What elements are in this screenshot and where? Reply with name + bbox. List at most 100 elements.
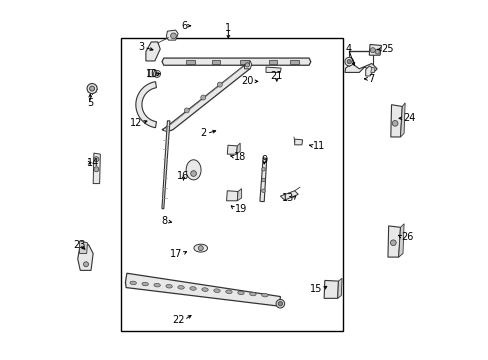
Polygon shape [236,143,240,154]
Polygon shape [280,191,298,200]
Polygon shape [162,58,310,65]
Text: 20: 20 [241,76,253,86]
Ellipse shape [261,293,267,297]
Circle shape [184,108,189,113]
Polygon shape [80,241,87,253]
Bar [186,60,195,64]
Bar [268,60,277,64]
Polygon shape [265,67,281,72]
Circle shape [155,72,159,76]
Circle shape [94,167,99,172]
Polygon shape [162,121,169,209]
Polygon shape [148,69,155,77]
Circle shape [201,95,205,100]
Ellipse shape [130,281,136,285]
Polygon shape [368,44,381,55]
Polygon shape [162,65,249,132]
Text: 25: 25 [380,44,392,54]
Text: 17: 17 [170,248,183,258]
Polygon shape [344,63,376,72]
Polygon shape [324,280,338,298]
Circle shape [261,178,265,182]
Circle shape [344,57,353,66]
Ellipse shape [237,291,244,295]
Polygon shape [237,189,241,201]
Circle shape [244,63,249,67]
Text: 21: 21 [270,71,283,81]
Polygon shape [244,61,251,69]
Ellipse shape [154,283,160,287]
Circle shape [278,302,282,306]
Ellipse shape [194,244,207,252]
Ellipse shape [249,292,256,296]
Polygon shape [186,160,201,180]
Polygon shape [337,278,341,298]
Text: 6: 6 [181,21,187,31]
Polygon shape [294,139,302,145]
Circle shape [346,59,351,64]
Text: 23: 23 [73,239,85,249]
Text: 22: 22 [171,315,184,325]
Ellipse shape [165,284,172,288]
Text: 24: 24 [402,113,414,123]
Circle shape [261,189,265,193]
Circle shape [170,33,176,39]
Polygon shape [400,103,405,137]
Text: 9: 9 [261,155,267,165]
Bar [121,39,343,330]
Text: 26: 26 [400,232,413,242]
Polygon shape [365,66,372,76]
Circle shape [389,240,395,246]
Polygon shape [227,145,237,154]
Text: 4: 4 [345,44,351,54]
Text: 2: 2 [200,129,206,138]
Circle shape [276,300,284,308]
Ellipse shape [142,282,148,286]
Ellipse shape [213,289,220,292]
Bar [240,60,248,64]
Text: 16: 16 [177,171,189,181]
Ellipse shape [189,287,196,290]
Circle shape [190,171,196,176]
Ellipse shape [225,290,232,294]
Polygon shape [93,153,100,184]
Polygon shape [370,67,374,72]
Bar [290,60,298,64]
Circle shape [153,70,160,77]
Polygon shape [125,273,280,306]
Circle shape [89,86,94,91]
Circle shape [261,167,265,171]
Polygon shape [78,244,93,270]
Text: 15: 15 [310,284,322,294]
Polygon shape [390,105,402,137]
Text: 12: 12 [130,118,142,128]
Polygon shape [136,82,156,128]
Text: 1: 1 [225,23,231,33]
Circle shape [198,246,203,251]
Text: 3: 3 [138,42,144,52]
Text: 13: 13 [281,193,293,203]
Circle shape [374,49,379,54]
Circle shape [217,82,222,87]
Polygon shape [226,191,238,201]
Text: 14: 14 [86,158,99,168]
Circle shape [87,84,97,94]
Text: 18: 18 [233,152,245,162]
Text: 11: 11 [312,141,324,151]
Polygon shape [398,224,403,257]
Text: 10: 10 [145,69,158,79]
Ellipse shape [202,288,208,291]
Circle shape [94,157,99,162]
Text: 19: 19 [234,204,246,214]
Polygon shape [166,30,178,40]
Text: 7: 7 [367,74,374,84]
Circle shape [391,121,397,126]
Text: 8: 8 [161,216,167,226]
Polygon shape [387,226,400,257]
Circle shape [369,48,375,53]
Bar [211,60,220,64]
Text: 5: 5 [87,98,93,108]
Polygon shape [145,42,160,61]
Ellipse shape [178,285,184,289]
Circle shape [83,262,88,267]
